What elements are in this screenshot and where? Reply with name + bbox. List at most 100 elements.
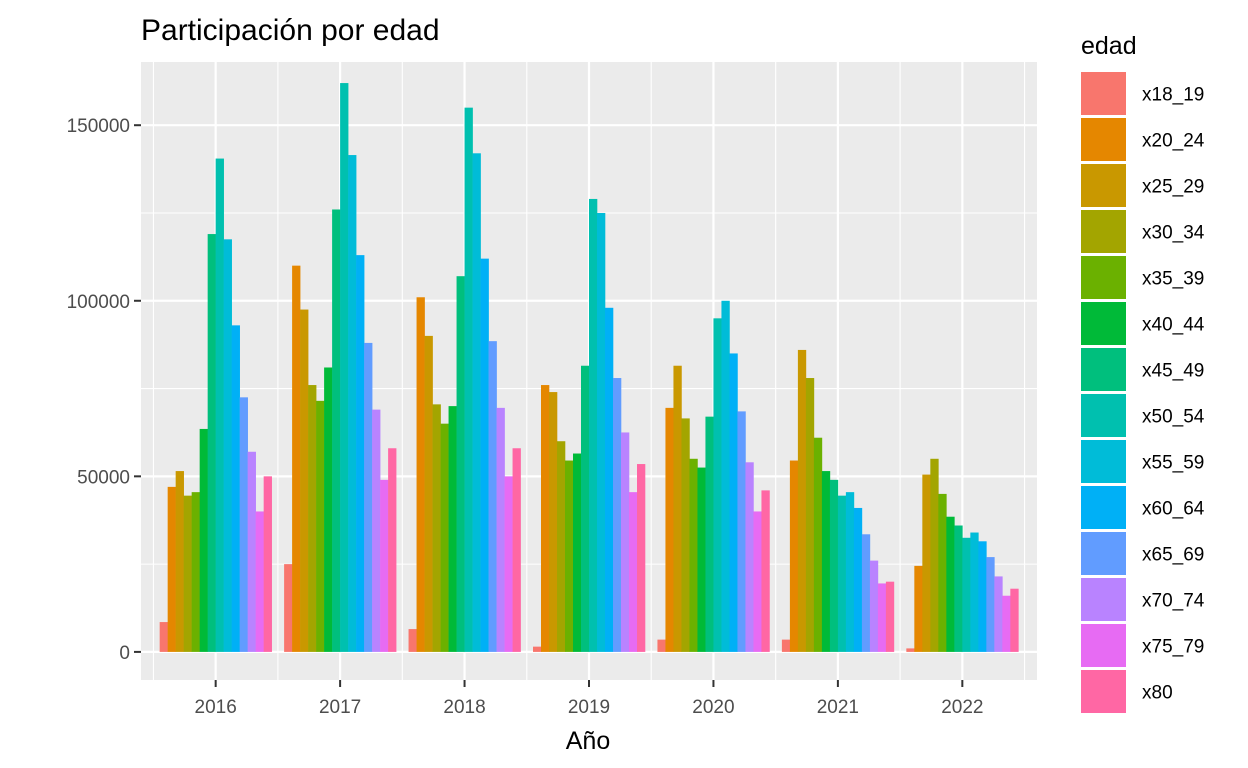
bar-x20_24-2022 [914, 565, 923, 652]
bar-x30_34-2020 [681, 418, 690, 652]
bar-x60_64-2017 [356, 255, 365, 652]
bar-x70_74-2016 [247, 451, 256, 652]
bar-x25_29-2019 [549, 392, 558, 652]
bar-x55_59-2016 [223, 239, 232, 652]
bar-x65_69-2022 [986, 557, 995, 652]
y-tick-label: 50000 [77, 467, 130, 488]
bar-x18_19-2022 [906, 648, 915, 652]
legend-label-x20_24: x20_24 [1142, 131, 1205, 152]
bar-x75_79-2016 [255, 511, 264, 652]
legend-label-x18_19: x18_19 [1142, 85, 1204, 106]
legend-key-x55_59 [1081, 440, 1126, 483]
bar-x55_59-2020 [721, 300, 730, 652]
bar-x65_69-2018 [488, 341, 497, 652]
legend-key-x30_34 [1081, 210, 1126, 253]
bar-x65_69-2021 [861, 534, 871, 652]
legend-key-x18_19 [1081, 72, 1126, 115]
bar-x40_44-2019 [573, 453, 582, 652]
bar-x75_79-2022 [1002, 595, 1011, 652]
bar-x75_79-2021 [877, 583, 887, 652]
bar-x80-2022 [1010, 588, 1019, 652]
bar-x35_39-2016 [191, 492, 200, 652]
bar-x20_24-2016 [167, 486, 176, 652]
legend-label-x65_69: x65_69 [1142, 545, 1204, 566]
legend-label-x55_59: x55_59 [1142, 453, 1204, 474]
bar-x55_59-2019 [597, 212, 606, 652]
bar-x30_34-2016 [183, 495, 192, 652]
legend-label-x40_44: x40_44 [1142, 315, 1205, 336]
bar-x25_29-2020 [673, 365, 682, 652]
bar-x30_34-2019 [557, 441, 566, 652]
legend-label-x45_49: x45_49 [1142, 361, 1204, 382]
bar-x40_44-2022 [946, 516, 955, 652]
bar-x18_19-2020 [657, 639, 666, 652]
legend-key-x65_69 [1081, 532, 1126, 575]
legend-key-x25_29 [1081, 164, 1126, 207]
bar-x40_44-2017 [324, 367, 333, 652]
y-tick-label: 150000 [67, 116, 130, 137]
bar-x45_49-2022 [954, 525, 963, 652]
bar-x35_39-2019 [565, 460, 574, 652]
bars [159, 83, 1019, 652]
bar-x20_24-2021 [789, 460, 799, 652]
bar-x20_24-2020 [665, 407, 674, 652]
bar-x18_19-2017 [284, 564, 293, 652]
x-tick-label: 2020 [692, 697, 734, 718]
legend-key-x40_44 [1081, 302, 1126, 345]
bar-x50_54-2019 [589, 198, 598, 652]
bar-x30_34-2017 [308, 385, 317, 652]
x-tick-label: 2021 [817, 697, 859, 718]
bar-x40_44-2021 [821, 471, 831, 652]
bar-x45_49-2019 [581, 365, 590, 652]
legend-label-x80: x80 [1142, 683, 1173, 704]
bar-x18_19-2021 [781, 639, 791, 652]
bar-x60_64-2021 [853, 507, 863, 652]
bar-x80-2020 [761, 490, 770, 652]
bar-x40_44-2016 [199, 428, 208, 652]
bar-x45_49-2017 [332, 209, 341, 652]
legend-title: edad [1081, 32, 1137, 60]
bar-x25_29-2021 [797, 349, 807, 652]
bar-x55_59-2018 [472, 153, 481, 652]
x-tick-label: 2016 [195, 697, 237, 718]
legend-label-x70_74: x70_74 [1142, 591, 1205, 612]
bar-x65_69-2016 [239, 397, 248, 652]
x-axis-title: Año [566, 727, 610, 755]
bar-x45_49-2016 [207, 234, 216, 652]
x-tick-label: 2019 [568, 697, 610, 718]
bar-x18_19-2019 [533, 646, 542, 652]
bar-x20_24-2017 [292, 265, 301, 652]
bar-x35_39-2017 [316, 400, 325, 652]
x-tick-label: 2017 [319, 697, 361, 718]
bar-x70_74-2017 [372, 409, 381, 652]
bar-x18_19-2018 [408, 629, 417, 652]
bar-x60_64-2022 [978, 541, 987, 652]
bar-x40_44-2020 [697, 467, 706, 652]
bar-x65_69-2019 [613, 378, 622, 652]
bar-x75_79-2020 [753, 511, 762, 652]
bar-x60_64-2016 [231, 325, 240, 652]
bar-x75_79-2018 [504, 476, 513, 652]
x-tick-label: 2018 [443, 697, 485, 718]
chart-title: Participación por edad [141, 14, 440, 47]
bar-x50_54-2022 [962, 537, 971, 652]
bar-x55_59-2017 [348, 155, 357, 652]
bar-x80-2018 [512, 448, 521, 652]
bar-x70_74-2020 [745, 462, 754, 652]
bar-x25_29-2017 [300, 309, 309, 652]
bar-x75_79-2019 [629, 492, 638, 652]
bar-x30_34-2022 [930, 458, 939, 652]
legend-key-x75_79 [1081, 624, 1126, 667]
legend-key-x60_64 [1081, 486, 1126, 529]
legend-label-x60_64: x60_64 [1142, 499, 1205, 520]
bar-x55_59-2021 [845, 492, 855, 652]
bar-x20_24-2018 [416, 297, 425, 652]
legend-label-x75_79: x75_79 [1142, 637, 1204, 658]
bar-x70_74-2022 [994, 576, 1003, 652]
legend-label-x35_39: x35_39 [1142, 269, 1204, 290]
bar-x45_49-2020 [705, 416, 714, 652]
bar-x35_39-2020 [689, 458, 698, 652]
bar-x60_64-2018 [480, 258, 489, 652]
legend-key-x50_54 [1081, 394, 1126, 437]
